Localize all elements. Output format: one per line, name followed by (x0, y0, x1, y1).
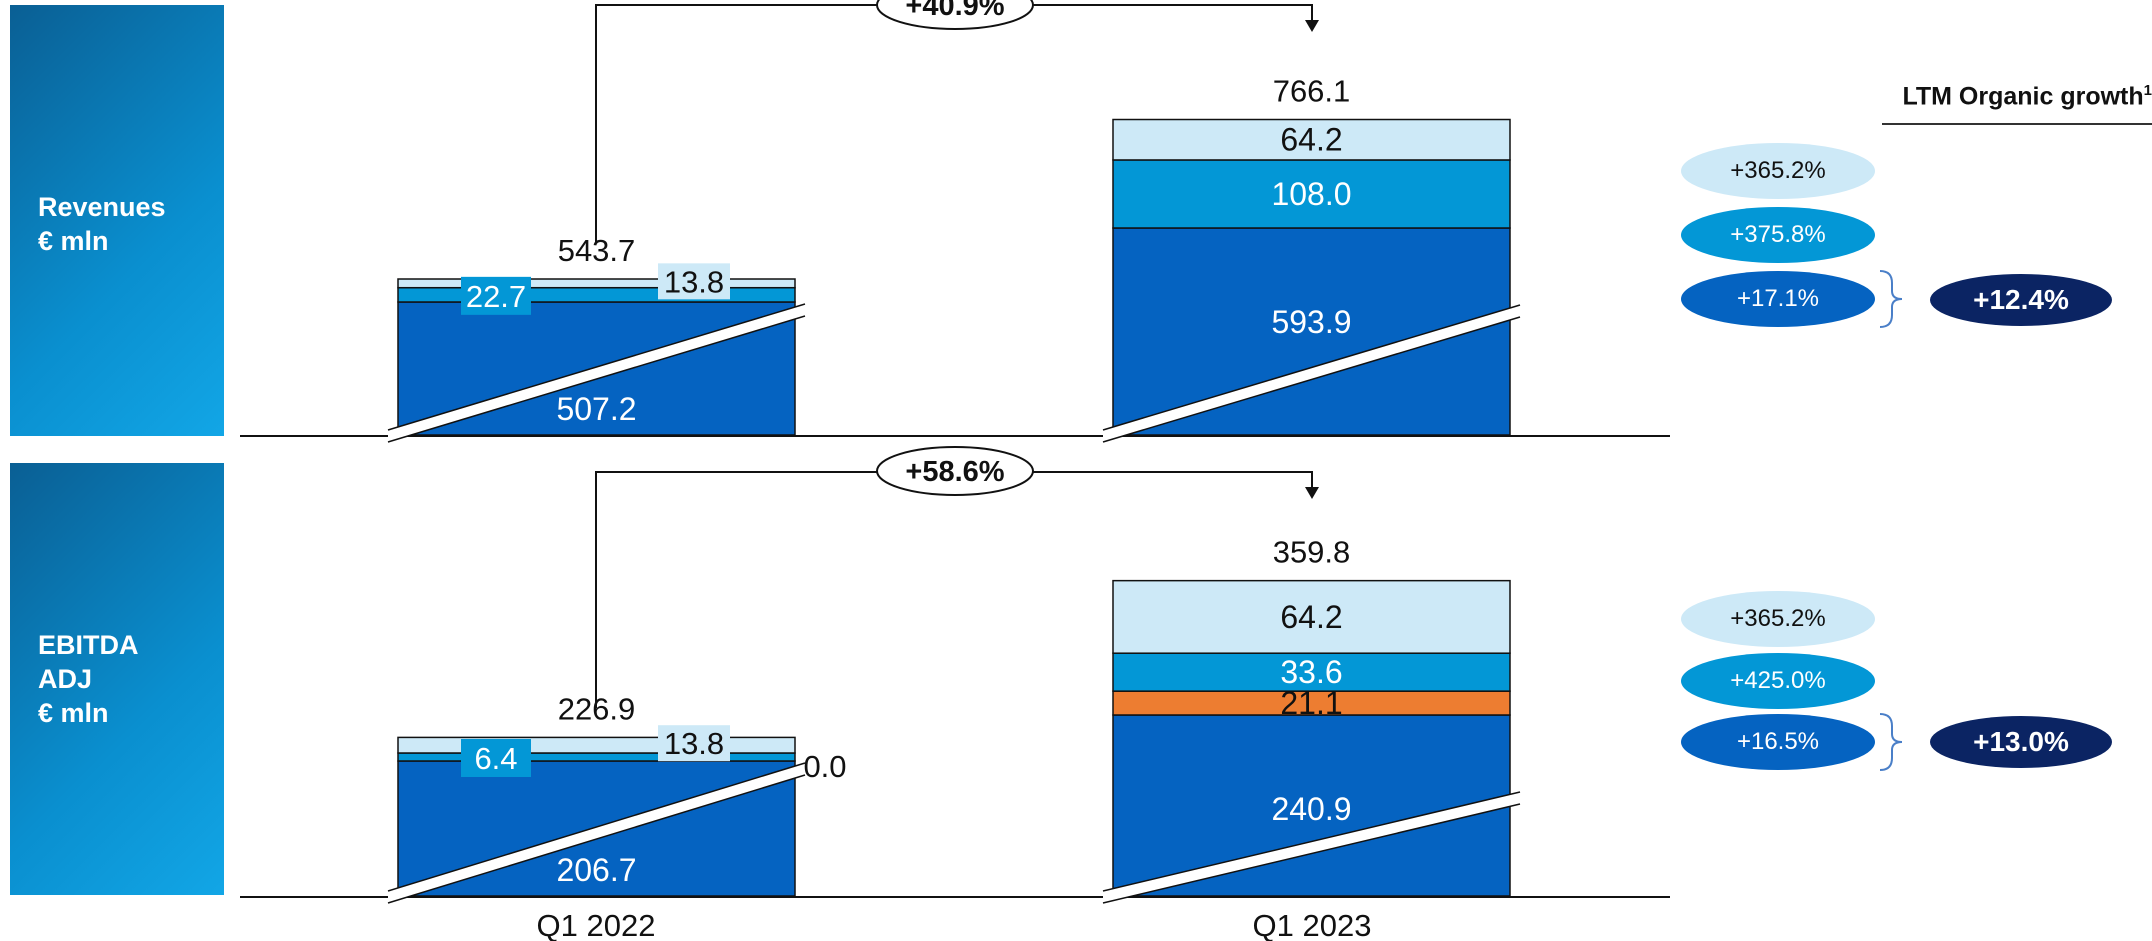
revenues-axis-break-line-b-q1-2023 (1102, 316, 1521, 443)
ebitda-axis-break-q1-2022 (388, 763, 805, 903)
ebitda-value-label-q1-2023-3: 64.2 (1280, 599, 1342, 635)
ebitda-value-label-q1-2022-2: 6.4 (474, 741, 517, 776)
revenues-ltm-total-value: +12.4% (1973, 284, 2069, 315)
revenues-growth-callout: +40.9% (905, 0, 1004, 22)
ebitda-axis-break-q1-2023 (1103, 792, 1520, 903)
ebitda-value-label-q1-2022-0: 206.7 (556, 852, 636, 888)
ebitda-callout-box-mid-q1-2022 (461, 739, 531, 777)
revenues-growth-connector: +40.9% (595, 0, 1319, 243)
revenues-axis-break-line-a-q1-2023 (1102, 304, 1521, 431)
revenues-bar-q1-2023-segment-2 (1112, 118, 1511, 161)
ebitda-ltm-base: +16.5% (1681, 714, 1875, 770)
ebitda-axis-break-line-a-q1-2023 (1102, 791, 1521, 892)
ebitda-ltm-mid-value: +425.0% (1730, 667, 1826, 694)
ebitda-callout-box-light-q1-2022 (658, 725, 730, 762)
revenues-value-label-q1-2022-1: 22.7 (466, 279, 526, 314)
revenues-value-label-q1-2023-0: 593.9 (1271, 304, 1351, 340)
ebitda-panel-label: EBITDA ADJ € mln (10, 463, 224, 895)
revenues-axis-break-line-b-q1-2022 (387, 315, 806, 443)
ebitda-ltm-light-value: +365.2% (1730, 605, 1826, 632)
ebitda-value-label-q1-2023-1: 21.1 (1280, 685, 1342, 721)
revenues-total-label-q1-2022: 543.7 (558, 233, 636, 268)
revenues-ltm-base: +17.1% (1681, 271, 1875, 327)
x-tick-label-q1-2022: Q1 2022 (537, 908, 656, 941)
revenues-axis-break-q1-2022 (388, 304, 805, 442)
ebitda-ltm-total: +13.0% (1930, 716, 2112, 768)
ebitda-value-label-q1-2023-2: 33.6 (1280, 654, 1342, 690)
revenues-label-line-1: Revenues (38, 192, 166, 222)
ltm-title-footnote: 1 (2143, 82, 2152, 99)
ebitda-axis-break-line-b-q1-2023 (1102, 803, 1521, 904)
ebitda-growth-ellipse (876, 446, 1034, 496)
revenues-callout-box-light-q1-2022 (658, 263, 730, 300)
revenues-growth-ellipse (876, 0, 1034, 30)
revenues-ltm-light: +365.2% (1681, 143, 1875, 199)
ebitda-total-label-q1-2022: 226.9 (558, 691, 636, 726)
ebitda-bar-q1-2023-segment-3 (1112, 579, 1511, 654)
ebitda-value-label-q1-2023-0: 240.9 (1271, 791, 1351, 827)
revenues-ltm-light-value: +365.2% (1730, 157, 1826, 184)
ebitda-value-label-q1-2022-3: 13.8 (664, 726, 724, 761)
ebitda-bar-q1-2022-segment-2 (397, 752, 796, 762)
revenues-panel-label: Revenues € mln (10, 5, 224, 436)
ebitda-bar-q1-2022-segment-3 (397, 736, 796, 754)
revenues-label-line-2: € mln (38, 226, 109, 256)
ebitda-bar-q1-2023-segment-2 (1112, 652, 1511, 692)
ebitda-ltm-total-value: +13.0% (1973, 726, 2069, 757)
ebitda-value-label-q1-2022-1: 0.0 (803, 749, 846, 784)
revenues-bar-q1-2022-segment-1 (397, 286, 796, 303)
revenues-value-label-q1-2022-0: 507.2 (556, 391, 636, 427)
revenues-ltm-base-value: +17.1% (1736, 285, 1820, 312)
revenues-axis-break-q1-2023 (1103, 305, 1520, 442)
ebitda-total-label-q1-2023: 359.8 (1273, 535, 1351, 570)
revenues-bar-q1-2023-segment-1 (1112, 159, 1511, 229)
ebitda-ltm-base-value: +16.5% (1736, 728, 1820, 755)
revenues-value-label-q1-2023-2: 64.2 (1280, 122, 1342, 158)
ebitda-label-line-1: EBITDA (38, 630, 139, 660)
revenues-value-label-q1-2023-1: 108.0 (1271, 176, 1351, 212)
ebitda-label-line-3: € mln (38, 698, 109, 728)
ltm-title-text: LTM Organic growth (1902, 82, 2144, 111)
revenues-bar-q1-2022-segment-2 (397, 278, 796, 289)
revenues-value-label-q1-2022-2: 13.8 (664, 264, 724, 299)
revenues-callout-box-mid-q1-2022 (461, 276, 531, 315)
ebitda-ltm-light: +365.2% (1681, 591, 1875, 647)
ltm-organic-growth-title: LTM Organic growth1 (1880, 82, 2152, 111)
ebitda-ltm-mid: +425.0% (1681, 653, 1875, 709)
ebitda-axis-break-line-b-q1-2022 (387, 774, 806, 904)
ltm-title-underline (1882, 123, 2152, 125)
revenues-total-label-q1-2023: 766.1 (1273, 74, 1351, 109)
revenues-axis-break-line-a-q1-2022 (387, 303, 806, 431)
revenues-ltm-total: +12.4% (1930, 274, 2112, 326)
x-tick-label-q1-2023: Q1 2023 (1253, 908, 1372, 941)
ebitda-label-line-2: ADJ (38, 664, 93, 694)
revenues-ltm-mid-value: +375.8% (1730, 221, 1826, 248)
ebitda-growth-connector: +58.6% (595, 446, 1319, 708)
revenues-ltm-mid: +375.8% (1681, 207, 1875, 263)
ebitda-axis-break-line-a-q1-2022 (387, 762, 806, 892)
ebitda-growth-callout: +58.6% (905, 456, 1004, 488)
